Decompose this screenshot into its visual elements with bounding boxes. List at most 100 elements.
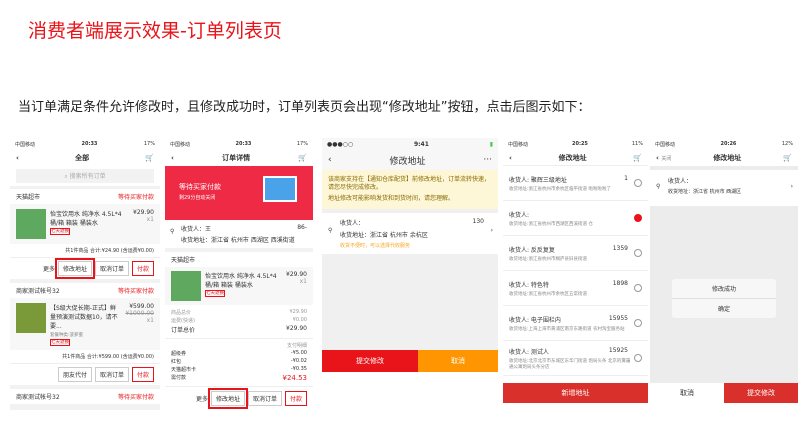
- address-card[interactable]: ⚲ › 收货人： 收货地址：浙江省 杭州市 西湖区: [650, 170, 798, 206]
- cost-row: 天猫超市卡 -¥0.35: [171, 366, 307, 373]
- close-link[interactable]: 关闭: [661, 156, 672, 162]
- cancel-order-button[interactable]: 取消订单: [94, 261, 129, 276]
- cost-label: 商品总价: [171, 310, 192, 316]
- product-image[interactable]: [16, 209, 46, 239]
- cost-value: ¥0.00: [292, 317, 307, 323]
- location-icon: ⚲: [170, 228, 175, 235]
- cost-label: 订单总价: [171, 327, 196, 334]
- confirm-button[interactable]: 确定: [717, 306, 730, 313]
- address-item[interactable]: 收货人: 聚辉三级地址 1 收货地址:浙江省杭州市余杭区临平街道 啦啦啦啦了: [503, 166, 648, 201]
- nav-title: 全部: [75, 154, 90, 162]
- friend-pay-button[interactable]: 朋友代付: [57, 367, 92, 382]
- pay-button[interactable]: 付款: [131, 261, 154, 276]
- cost-label: 超级券: [171, 351, 187, 357]
- cost-value: ¥29.90: [289, 309, 308, 315]
- cancel-order-button[interactable]: 取消订单: [247, 391, 282, 406]
- shop-name[interactable]: 商家测试帐号32: [16, 288, 60, 295]
- radio-icon[interactable]: [634, 249, 642, 257]
- nav-title: 修改地址: [558, 153, 587, 162]
- success-dialog: 修改成功 确定: [672, 279, 776, 318]
- pay-button[interactable]: 付款: [131, 367, 154, 382]
- status-banner: 等待买家付款 剩29分自动关闭: [165, 166, 313, 220]
- radio-icon[interactable]: [634, 284, 642, 292]
- cancel-button[interactable]: 取消: [650, 383, 724, 403]
- submit-button[interactable]: 提交修改: [724, 383, 798, 403]
- battery: 11%: [631, 141, 643, 147]
- product-title[interactable]: 【S级大促长期-正式】鲜量预演测试数据10，请不要...: [50, 305, 118, 330]
- product-title[interactable]: 怡宝饮用水 纯净水 4.5L*4桶/箱 箱装 桶装水: [50, 211, 122, 227]
- location-icon: ⚲: [328, 227, 333, 235]
- more-button[interactable]: 更多: [42, 266, 55, 273]
- modify-address-button[interactable]: 修改地址: [54, 258, 95, 279]
- cancel-order-button[interactable]: 取消订单: [94, 367, 129, 382]
- address-list: 收货人: 聚辉三级地址 1 收货地址:浙江省杭州市余杭区临平街道 啦啦啦啦了 收货人:…: [503, 166, 648, 403]
- address-item[interactable]: 收货人: 反反复复 1359 收货地址:浙江省杭州市桐庐县旧县街道: [503, 236, 648, 271]
- product-image[interactable]: [171, 271, 201, 301]
- back-icon[interactable]: ‹: [656, 154, 659, 162]
- cost-value: -¥0.35: [290, 366, 307, 372]
- more-button[interactable]: 更多: [195, 396, 208, 403]
- cost-value: ¥29.90: [286, 325, 307, 332]
- radio-icon[interactable]: [634, 179, 642, 187]
- address-item[interactable]: 收货人: 特色特 1898 收货地址:浙江省杭州市余杭区五常街道: [503, 271, 648, 306]
- shop-name[interactable]: 商家测试帐号32: [16, 394, 60, 401]
- shop-name[interactable]: 天猫超市: [16, 194, 41, 201]
- product-spec: 套餐种类:菠萝蜜: [50, 333, 84, 338]
- radio-icon[interactable]: [634, 354, 642, 362]
- radio-checked-icon[interactable]: [634, 214, 642, 222]
- address-item[interactable]: 收货人: 测试人 15925 收货地址:北京北京市东城区东华门街道 炮局头条 北京的…: [503, 341, 648, 376]
- cart-icon[interactable]: 🛒: [783, 154, 792, 162]
- order-status: 等待买家付款: [117, 394, 154, 401]
- cost-label: 需付款: [171, 375, 187, 381]
- search-input[interactable]: ⌕ 搜索所有订单: [16, 169, 154, 183]
- receiver: 收货人: 测试人: [509, 348, 549, 356]
- cost-row: 超级券 -¥5.00: [171, 350, 307, 357]
- address: 收货地址:上海上海市黄浦区南京东路街道 农村淘宝服务站: [509, 326, 625, 332]
- pay-detail: 支付明细 超级券 -¥5.00 红包 -¥0.02 天猫超市卡 -¥0.35 需付款 ¥24.5…: [165, 338, 313, 386]
- receiver: 收货人:: [509, 211, 530, 219]
- cancel-button[interactable]: 取消: [418, 350, 498, 372]
- cart-icon[interactable]: 🛒: [145, 154, 154, 162]
- address: 收货地址：浙江省 杭州市 西湖区 西溪街道: [181, 237, 295, 244]
- phone-order-list: 中国移动 20:33 17% ‹ 全部 🛒 ⌕ 搜索所有订单 天猫超市 等待买家付款 怡宝…: [10, 138, 160, 410]
- add-address-button[interactable]: 新增地址: [503, 383, 648, 403]
- product-image[interactable]: [16, 303, 46, 333]
- back-icon[interactable]: ‹: [328, 155, 332, 165]
- order-status: 等待买家付款: [117, 194, 154, 201]
- more-icon[interactable]: ···: [483, 155, 492, 165]
- radio-icon[interactable]: [634, 319, 642, 327]
- original-price: ¥1000.00: [125, 310, 154, 317]
- phone-address-list: 中国移动 20:25 11% ‹ 修改地址 🛒 收货人: 聚辉三级地址 1 收货地址:浙江省…: [503, 138, 648, 403]
- cart-icon[interactable]: 🛒: [298, 154, 307, 162]
- order-summary: 共1件商品 合计:¥24.90 (含运费¥0.00): [10, 244, 160, 257]
- price: ¥29.90: [286, 271, 307, 278]
- intro-text: 当订单满足条件允许修改时，且修改成功时，订单列表页会出现“修改地址”按钮，点击后…: [18, 100, 591, 115]
- pay-button[interactable]: 付款: [284, 391, 307, 406]
- cost-row: 需付款 ¥24.53: [171, 374, 307, 382]
- back-icon[interactable]: ‹: [171, 154, 174, 162]
- clock: 20:33: [81, 141, 98, 147]
- shop-name[interactable]: 天猫超市: [171, 257, 196, 264]
- carrier: 中国移动: [655, 141, 676, 148]
- chevron-right-icon: ›: [790, 183, 793, 190]
- back-icon[interactable]: ‹: [509, 153, 512, 162]
- back-icon[interactable]: ‹: [16, 154, 19, 162]
- address: 收货地址:北京北京市东城区东华门街道 炮局头条 北京的雾霾通公寓炮局头条分店: [509, 358, 631, 370]
- qty: x1: [299, 278, 307, 285]
- cost-value: -¥0.02: [290, 358, 307, 364]
- battery: 12%: [781, 141, 793, 147]
- nav-title: 修改地址: [713, 154, 742, 162]
- address-item[interactable]: 收货人: 收货地址:浙江省杭州市西湖区西溪街道 仓: [503, 201, 648, 236]
- address-card[interactable]: ⚲ › 收货人： 130 收货地址：浙江省 杭州市 余杭区 收货不便时，可以选择代收服务: [322, 213, 498, 255]
- address-item[interactable]: 收货人: 电子围栏内 15955 收货地址:上海上海市黄浦区南京东路街道 农村淘宝服…: [503, 306, 648, 341]
- phone: 1: [624, 174, 628, 182]
- cost-row: 运费(快递) ¥0.00: [171, 317, 307, 324]
- cost-row: 订单总价 ¥29.90: [171, 325, 307, 334]
- cart-icon[interactable]: 🛒: [633, 153, 642, 162]
- product-title[interactable]: 怡宝饮用水 纯净水 4.5L*4桶/箱 箱装 桶装水: [205, 273, 277, 289]
- badge: 七天退换: [50, 228, 70, 235]
- submit-button[interactable]: 提交修改: [322, 350, 418, 372]
- clock: 20:25: [571, 141, 588, 147]
- receiver: 收货人: 电子围栏内: [509, 316, 561, 324]
- modify-address-button[interactable]: 修改地址: [207, 388, 248, 409]
